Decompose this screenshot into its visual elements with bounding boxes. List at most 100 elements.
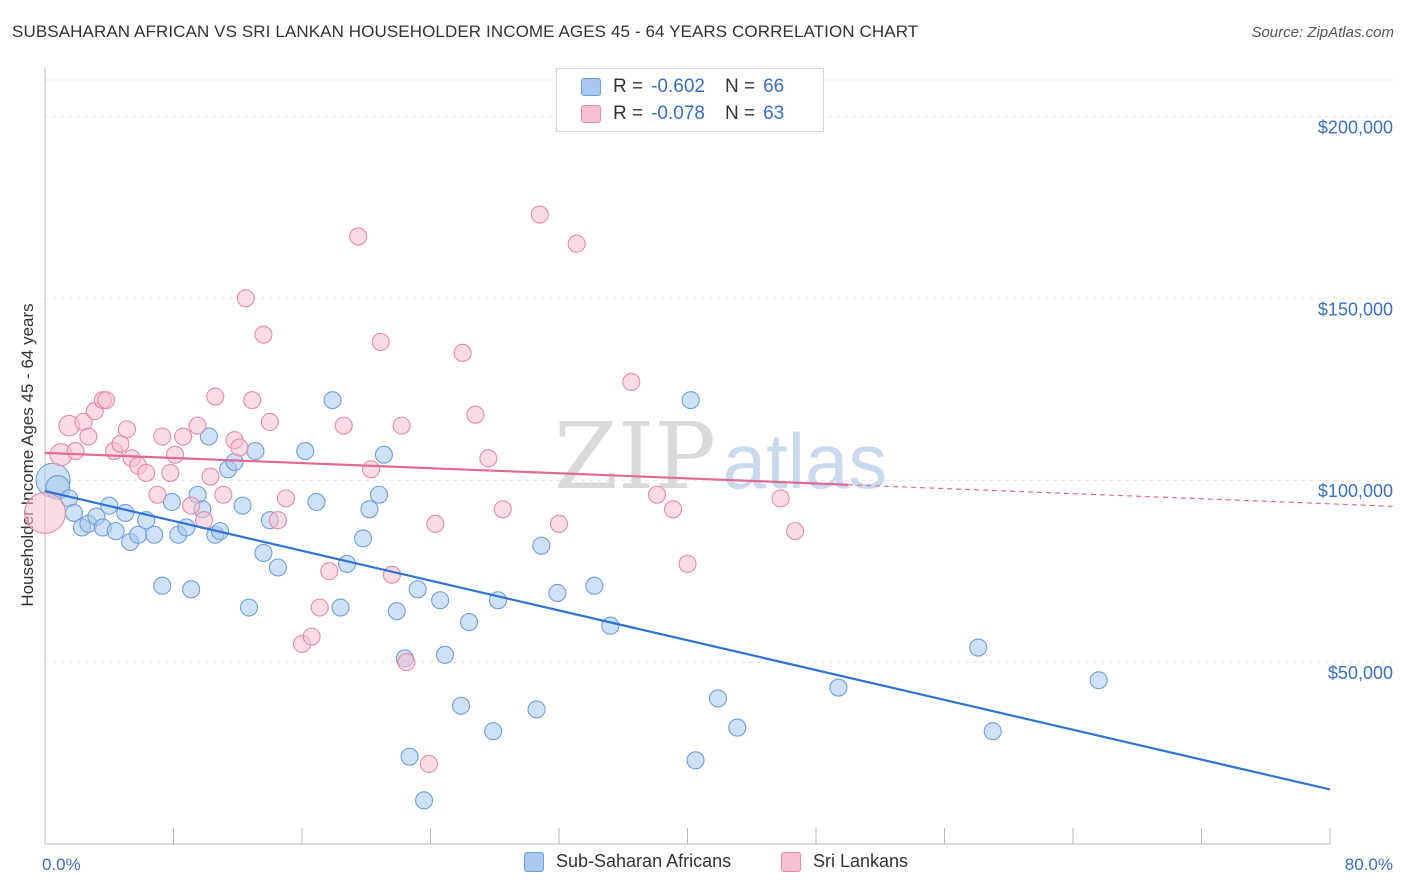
point-srilankan — [493, 500, 512, 519]
point-subsaharan — [254, 543, 273, 563]
point-subsaharan — [408, 580, 427, 599]
point-srilankan — [79, 427, 98, 446]
point-srilankan — [362, 460, 381, 479]
y-tick-labels: $50,000 $100,000 $150,000 $200,000 — [1318, 117, 1393, 683]
point-srilankan — [549, 514, 569, 533]
point-subsaharan — [246, 442, 265, 461]
point-srilankan — [382, 565, 402, 584]
point-srilankan — [206, 387, 225, 406]
point-subsaharan — [829, 678, 848, 697]
watermark: ZIP atlas — [554, 403, 887, 510]
stats-n-value: 63 — [763, 103, 785, 124]
point-srilankan — [466, 405, 485, 424]
point-srilankan — [117, 420, 136, 439]
y-tick-label: $150,000 — [1318, 299, 1393, 319]
point-subsaharan — [686, 751, 705, 770]
legend-swatch-subsaharan — [524, 851, 544, 872]
point-subsaharan — [307, 492, 326, 512]
point-srilankan — [622, 372, 641, 392]
point-srilankan — [230, 438, 249, 457]
trend-lines — [44, 451, 1396, 791]
point-subsaharan — [145, 525, 164, 544]
point-srilankan — [392, 416, 411, 435]
point-srilankan — [771, 489, 790, 508]
point-srilankan — [276, 489, 295, 508]
point-subsaharan — [601, 616, 620, 635]
stats-r-value: -0.078 — [651, 103, 705, 124]
point-srilankan — [647, 485, 667, 504]
point-srilankan — [371, 332, 390, 351]
point-srilankan — [214, 485, 233, 504]
point-srilankan — [260, 412, 279, 432]
legend-item-subsaharan[interactable]: Sub-Saharan Africans — [524, 851, 731, 872]
point-subsaharan — [182, 580, 201, 599]
point-srilankan — [349, 227, 368, 246]
stats-n-value: 66 — [763, 76, 785, 97]
point-subsaharan — [106, 522, 125, 541]
point-subsaharan — [431, 591, 450, 610]
point-srilankan — [161, 463, 180, 482]
point-subsaharan — [296, 442, 315, 461]
watermark-zip: ZIP — [554, 403, 716, 510]
point-srilankan — [268, 511, 287, 530]
point-subsaharan — [708, 689, 728, 708]
watermark-atlas: atlas — [723, 417, 888, 505]
legend-swatch-srilankan — [781, 851, 801, 872]
stats-box: R = -0.602 N = 66 R = -0.078 N = 63 — [556, 68, 824, 132]
point-srilankan — [453, 343, 472, 362]
chart-title: SUBSAHARAN AFRICAN VS SRI LANKAN HOUSEHO… — [12, 22, 919, 41]
point-subsaharan — [239, 598, 259, 617]
point-subsaharan — [415, 791, 434, 810]
point-srilankan — [419, 754, 438, 774]
point-srilankan — [310, 598, 329, 617]
point-subsaharan — [162, 492, 181, 512]
point-srilankan — [663, 500, 683, 519]
point-srilankan — [397, 653, 416, 672]
source-label: Source: ZipAtlas.com — [1251, 24, 1394, 41]
point-subsaharan — [323, 391, 342, 410]
point-srilankan — [182, 496, 201, 515]
point-srilankan — [567, 234, 586, 253]
legend-label: Sub-Saharan Africans — [556, 851, 732, 871]
legend-label: Sri Lankans — [813, 851, 909, 871]
point-subsaharan — [681, 391, 700, 410]
point-srilankan — [153, 427, 172, 446]
x-tick-label-min: 0.0% — [42, 855, 81, 874]
stats-n-label: N = — [724, 103, 756, 124]
grid-lines — [45, 79, 1395, 663]
legend-item-srilankan[interactable]: Sri Lankans — [781, 851, 908, 872]
point-subsaharan — [548, 583, 567, 603]
point-srilankan — [786, 522, 805, 541]
point-subsaharan — [435, 645, 455, 664]
point-subsaharan — [585, 576, 604, 595]
point-subsaharan — [1089, 671, 1108, 690]
point-subsaharan — [983, 722, 1002, 741]
stats-n-label: N = — [724, 76, 756, 97]
point-subsaharan — [459, 613, 479, 632]
point-srilankan — [236, 289, 255, 308]
y-tick-label: $50,000 — [1328, 663, 1393, 683]
trend-line-srilankan-dashed — [848, 484, 1396, 508]
point-subsaharan — [451, 696, 471, 715]
point-subsaharan — [331, 598, 350, 617]
point-subsaharan — [153, 576, 172, 595]
point-srilankan — [96, 391, 116, 410]
axes — [44, 68, 1331, 845]
point-srilankan — [243, 391, 262, 410]
point-srilankan — [137, 463, 156, 482]
point-subsaharan — [527, 700, 546, 719]
point-srilankan — [24, 491, 66, 534]
y-tick-label: $200,000 — [1318, 117, 1393, 137]
point-subsaharan — [337, 554, 357, 573]
point-srilankan — [201, 467, 220, 486]
x-tick-labels: 0.0% 80.0% — [42, 855, 1393, 874]
legend: Sub-Saharan Africans Sri Lankans — [0, 851, 1406, 877]
point-srilankan — [479, 449, 498, 468]
y-tick-label: $100,000 — [1318, 481, 1393, 501]
point-subsaharan — [360, 500, 379, 519]
point-subsaharan — [116, 503, 135, 522]
point-srilankan — [320, 562, 339, 581]
point-subsaharan — [233, 496, 252, 515]
stats-r-value: -0.602 — [651, 76, 705, 97]
